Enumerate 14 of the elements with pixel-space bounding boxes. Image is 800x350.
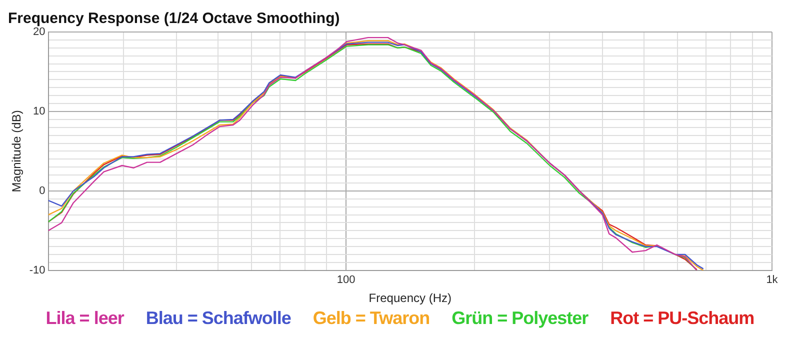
y-tick-label: 20 bbox=[33, 26, 46, 38]
text: Lila = leer bbox=[46, 308, 124, 329]
y-tick-label: 0 bbox=[39, 184, 46, 197]
x-axis-title: Frequency (Hz) bbox=[368, 291, 452, 306]
x-tick-label: 100 bbox=[336, 274, 356, 286]
y-tick-label: -10 bbox=[29, 264, 46, 276]
x-tick-label: 1k bbox=[766, 274, 778, 286]
text: Gelb = Twaron bbox=[312, 308, 430, 329]
y-tick-label: 10 bbox=[33, 106, 46, 118]
text: Grün = Polyester bbox=[452, 308, 588, 329]
y-axis-title: Magnitude (dB) bbox=[10, 110, 24, 192]
text: Rot = PU-Schaum bbox=[610, 308, 754, 329]
chart-title: Frequency Response (1/24 Octave Smoothing) bbox=[8, 10, 340, 28]
text: Blau = Schafwolle bbox=[146, 308, 291, 329]
